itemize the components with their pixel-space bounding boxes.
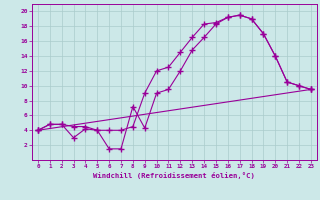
X-axis label: Windchill (Refroidissement éolien,°C): Windchill (Refroidissement éolien,°C) (93, 172, 255, 179)
